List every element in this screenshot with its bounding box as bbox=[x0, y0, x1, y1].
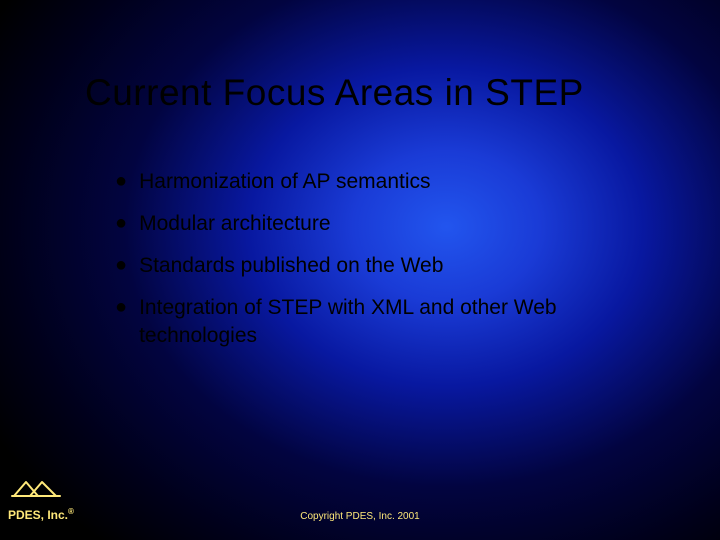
copyright-text: Copyright PDES, Inc. 2001 bbox=[0, 511, 720, 522]
slide-title: Current Focus Areas in STEP bbox=[85, 72, 680, 114]
bullet-list: ● Harmonization of AP semantics ● Modula… bbox=[115, 168, 660, 364]
bullet-text: Standards published on the Web bbox=[139, 252, 443, 280]
bullet-text: Modular architecture bbox=[139, 210, 330, 238]
bullet-text: Harmonization of AP semantics bbox=[139, 168, 430, 196]
list-item: ● Integration of STEP with XML and other… bbox=[115, 294, 660, 350]
bullet-icon: ● bbox=[115, 252, 127, 278]
slide: Current Focus Areas in STEP ● Harmonizat… bbox=[0, 0, 720, 540]
org-logo-icon bbox=[10, 476, 62, 504]
list-item: ● Standards published on the Web bbox=[115, 252, 660, 280]
bullet-icon: ● bbox=[115, 294, 127, 320]
list-item: ● Harmonization of AP semantics bbox=[115, 168, 660, 196]
list-item: ● Modular architecture bbox=[115, 210, 660, 238]
bullet-text: Integration of STEP with XML and other W… bbox=[139, 294, 660, 350]
bullet-icon: ● bbox=[115, 210, 127, 236]
bullet-icon: ● bbox=[115, 168, 127, 194]
